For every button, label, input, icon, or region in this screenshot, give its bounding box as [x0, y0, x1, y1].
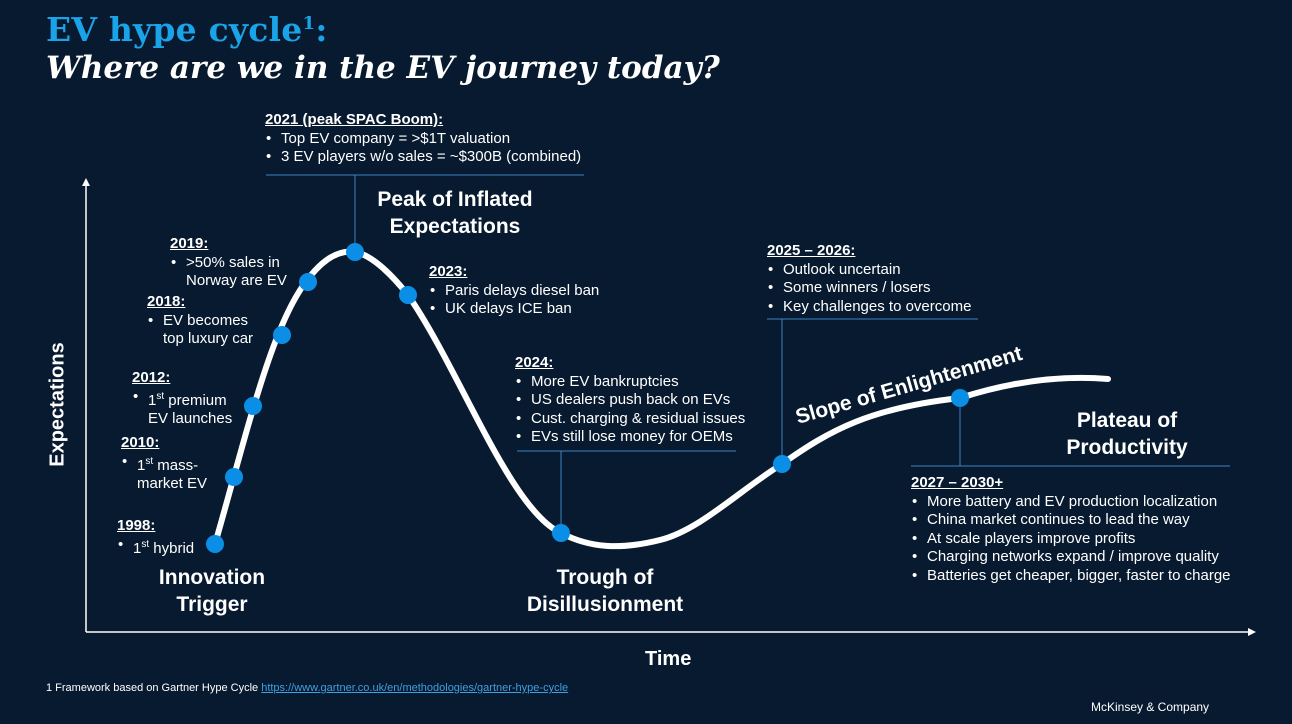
phase-innovation-trigger: Innovation Trigger: [158, 566, 266, 616]
milestone-2024: 2024: More EV bankruptcies US dealers pu…: [515, 354, 745, 447]
milestone-2023: 2023: Paris delays diesel ban UK delays …: [429, 263, 599, 319]
phase-peak: Peak of Inflated Expectations: [377, 188, 533, 238]
milestone-2027: 2027 – 2030+ More battery and EV product…: [911, 474, 1231, 585]
milestone-dot-2025: [773, 455, 791, 473]
phase-slope-label: Slope of Enlightenment: [793, 342, 1025, 429]
y-axis-label: Expectations: [46, 342, 69, 467]
footnote-link[interactable]: https://www.gartner.co.uk/en/methodologi…: [261, 682, 569, 694]
phase-plateau: Plateau of Productivity: [1066, 409, 1188, 459]
milestone-dot-1998: [206, 535, 224, 553]
footnote: 1 Framework based on Gartner Hype Cycle …: [46, 682, 568, 694]
brand-label: McKinsey & Company: [1091, 700, 1210, 714]
milestone-dot-2010: [225, 468, 243, 486]
milestone-1998: 1998: 1st hybrid: [117, 517, 194, 558]
milestone-dot-2018: [273, 326, 291, 344]
milestone-dot-2012: [244, 397, 262, 415]
title-line-2: Where are we in the EV journey today?: [46, 50, 720, 86]
milestone-dot-2021: [346, 243, 364, 261]
milestone-2010: 2010: 1st mass-market EV: [121, 434, 207, 494]
milestone-dot-2024: [552, 524, 570, 542]
milestone-dot-2023: [399, 286, 417, 304]
title-line-1: EV hype cycle1:: [46, 10, 328, 49]
milestone-dot-2019: [299, 273, 317, 291]
x-axis-label: Time: [645, 648, 692, 670]
phase-trough: Trough of Disillusionment: [526, 566, 684, 616]
milestone-2025: 2025 – 2026: Outlook uncertain Some winn…: [767, 242, 971, 316]
milestone-dot-2027: [951, 389, 969, 407]
footnote-text: 1 Framework based on Gartner Hype Cycle: [46, 682, 262, 694]
milestone-2021: 2021 (peak SPAC Boom): Top EV company = …: [265, 111, 581, 167]
